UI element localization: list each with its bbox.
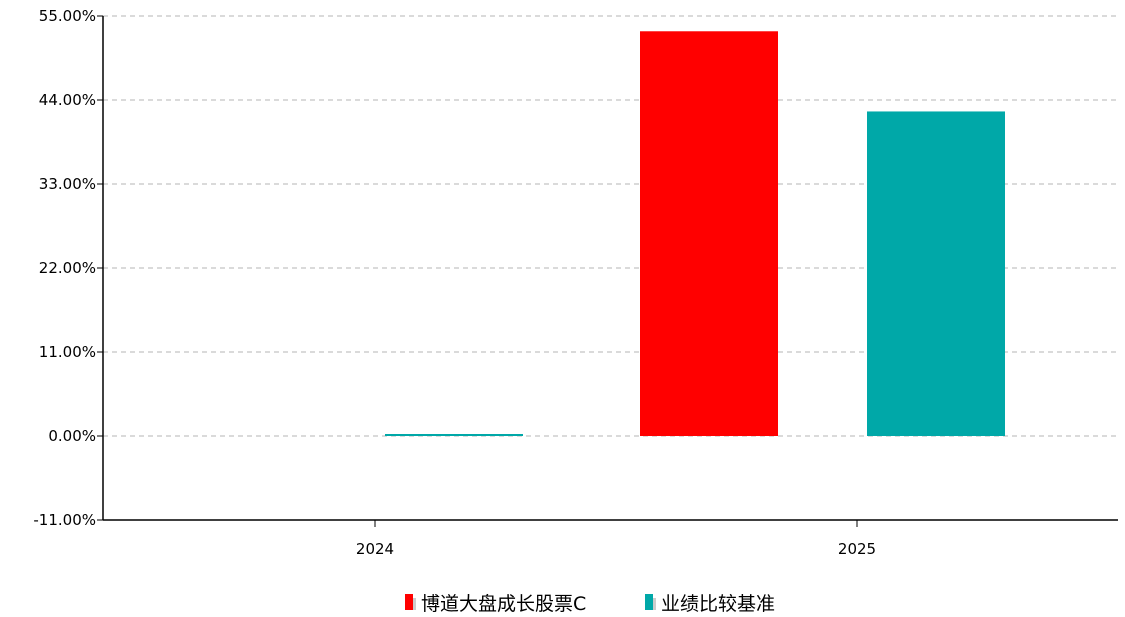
y-tick-label: 0.00%: [48, 427, 96, 445]
y-tick-labels: 55.00% 44.00% 33.00% 22.00% 11.00% 0.00% -11.0…: [33, 7, 103, 529]
y-tick-label: 44.00%: [39, 91, 96, 109]
bars: [385, 31, 1005, 437]
grid-lines: [103, 15, 1118, 437]
legend-swatch-benchmark: [645, 594, 653, 610]
bar-fund-2025: [640, 31, 778, 436]
legend-label-fund: 博道大盘成长股票C: [421, 593, 586, 615]
legend: 博道大盘成长股票C 业绩比较基准: [405, 593, 775, 615]
legend-item-benchmark: 业绩比较基准: [645, 593, 775, 615]
y-tick-label: 11.00%: [39, 343, 96, 361]
y-tick-label: -11.00%: [33, 511, 96, 529]
x-tick-label-2024: 2024: [356, 540, 394, 558]
legend-swatch-fund: [405, 594, 413, 610]
legend-swatch-shadow-benchmark: [653, 598, 656, 610]
legend-item-fund: 博道大盘成长股票C: [405, 593, 586, 615]
x-tick-labels: 2024 2025: [356, 540, 876, 558]
legend-swatch-shadow-fund: [413, 598, 416, 610]
y-tick-label: 22.00%: [39, 259, 96, 277]
bar-benchmark-2025: [867, 111, 1005, 437]
y-tick-label: 55.00%: [39, 7, 96, 25]
x-tick-label-2025: 2025: [838, 540, 876, 558]
legend-label-benchmark: 业绩比较基准: [661, 593, 775, 615]
y-tick-label: 33.00%: [39, 175, 96, 193]
bar-benchmark-2024: [385, 434, 523, 436]
